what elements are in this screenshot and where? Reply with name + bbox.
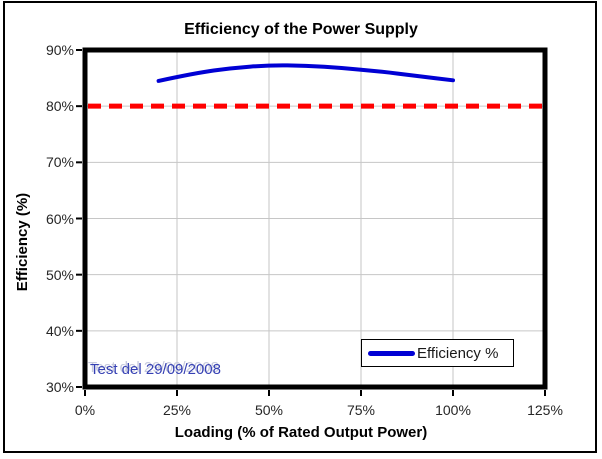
y-tick-label: 90% bbox=[45, 42, 74, 58]
y-tick-label: 40% bbox=[45, 322, 74, 339]
x-tick-label: 75% bbox=[346, 402, 376, 418]
y-tick-label: 80% bbox=[45, 98, 74, 115]
y-tick-label: 60% bbox=[45, 210, 74, 227]
legend-entry-label: Efficiency % bbox=[417, 344, 499, 362]
y-axis-title: Efficiency (%) bbox=[14, 192, 31, 292]
legend: Efficiency % bbox=[361, 339, 514, 367]
plot-border bbox=[82, 47, 548, 390]
y-tick-label: 50% bbox=[45, 266, 74, 283]
legend-line-sample-icon bbox=[368, 350, 415, 356]
y-tick-label: 70% bbox=[45, 154, 74, 171]
x-tick-label: 125% bbox=[527, 402, 563, 418]
x-tick-label: 50% bbox=[254, 402, 284, 418]
y-tick-label: 30% bbox=[45, 379, 74, 395]
x-tick-label: 0% bbox=[74, 402, 96, 418]
x-axis-title: Loading (% of Rated Output Power) bbox=[174, 424, 428, 441]
x-tick-label: 100% bbox=[435, 402, 471, 418]
chart-annotation: Test del 29/09/2008 bbox=[90, 361, 221, 378]
efficiency-curve bbox=[156, 63, 455, 83]
chart-title: Efficiency of the Power Supply bbox=[184, 21, 418, 38]
x-tick-label: 25% bbox=[162, 402, 192, 418]
